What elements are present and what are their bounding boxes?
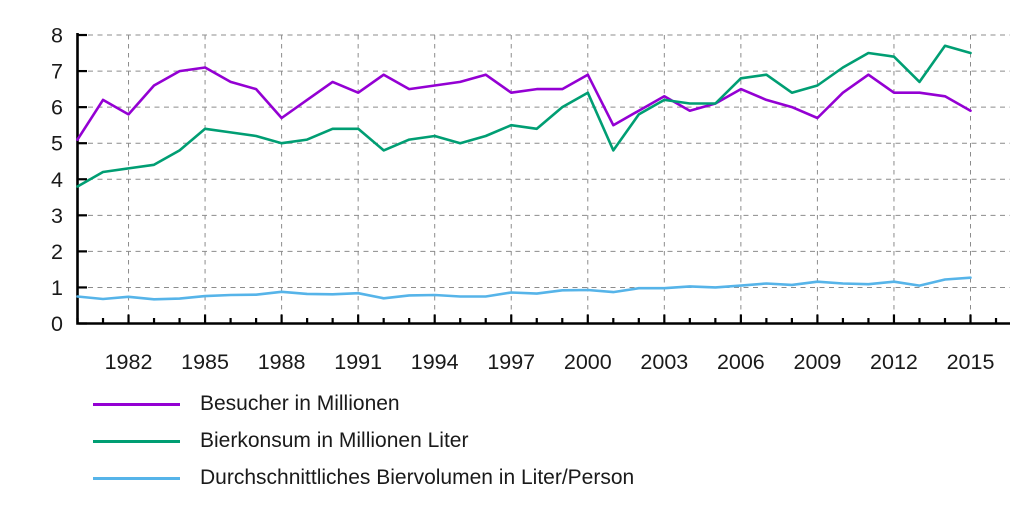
y-tick-label: 0: [51, 312, 63, 336]
y-tick-label: 6: [51, 96, 63, 120]
legend-label-biervolumen: Durchschnittliches Biervolumen in Liter/…: [200, 466, 635, 489]
legend-swatch-bierkonsum: [93, 439, 180, 443]
x-tick-label: 2000: [564, 350, 612, 374]
x-tick-label: 1991: [334, 350, 382, 374]
y-tick-label: 4: [51, 168, 63, 192]
legend-label-besucher: Besucher in Millionen: [200, 392, 400, 415]
x-tick-label: 1982: [105, 350, 153, 374]
x-tick-label: 1988: [258, 350, 306, 374]
y-tick-label: 5: [51, 132, 63, 156]
y-tick-label: 8: [51, 24, 63, 48]
legend-swatch-biervolumen: [93, 476, 180, 480]
legend-item-besucher: Besucher in Millionen: [93, 392, 634, 416]
x-tick-label: 1997: [487, 350, 535, 374]
axis-border: [76, 33, 1010, 325]
y-tick-label: 1: [51, 276, 63, 300]
series-line-biervolumen-pro-person: [76, 276, 972, 301]
legend-label-bierkonsum: Bierkonsum in Millionen Liter: [200, 429, 469, 452]
y-tick-label: 7: [51, 60, 63, 84]
legend-swatch-besucher: [93, 402, 180, 406]
x-tick-label: 1994: [411, 350, 459, 374]
series-line-bierkonsum: [76, 44, 972, 188]
x-tick-label: 2006: [717, 350, 765, 374]
series-line-besucher: [76, 66, 972, 141]
x-tick-label: 2003: [640, 350, 688, 374]
legend-item-bierkonsum: Bierkonsum in Millionen Liter: [93, 429, 634, 453]
chart-legend: Besucher in Millionen Bierkonsum in Mill…: [93, 392, 634, 503]
x-tick-label: 1985: [181, 350, 229, 374]
legend-item-biervolumen: Durchschnittliches Biervolumen in Liter/…: [93, 466, 634, 490]
y-tick-label: 3: [51, 204, 63, 228]
x-tick-label: 2015: [947, 350, 995, 374]
x-tick-label: 2009: [793, 350, 841, 374]
x-tick-label: 2012: [870, 350, 918, 374]
y-tick-label: 2: [51, 240, 63, 264]
